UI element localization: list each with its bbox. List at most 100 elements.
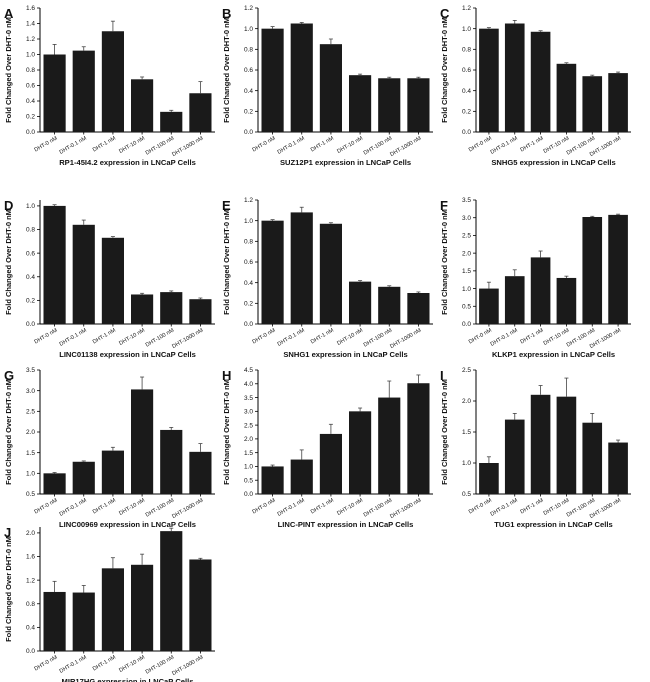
y-tick-label: 0.0 xyxy=(244,129,253,136)
x-tick-label: DHT-0.1 nM xyxy=(277,497,306,517)
bar xyxy=(101,450,124,494)
y-tick-label: 1.0 xyxy=(462,286,471,293)
x-tick-label: DHT-1 nM xyxy=(92,135,117,153)
y-tick-label: 0.8 xyxy=(26,67,35,74)
x-tick-label: DHT-1 nM xyxy=(310,135,335,153)
y-tick-label: 0.2 xyxy=(462,109,471,116)
y-tick-label: 3.0 xyxy=(244,409,253,416)
x-tick-label: DHT-0.1 nM xyxy=(59,497,88,517)
y-tick-label: 0.8 xyxy=(26,227,35,234)
y-tick-label: 1.0 xyxy=(244,464,253,471)
bar xyxy=(189,93,212,132)
chart-title: TUG1 expression in LNCaP Cells xyxy=(494,520,612,529)
y-tick-label: 0.4 xyxy=(244,280,253,287)
bar xyxy=(101,237,124,324)
y-tick-label: 1.5 xyxy=(26,450,35,457)
y-tick-label: 1.2 xyxy=(244,197,253,204)
x-tick-label: DHT-0 nM xyxy=(251,497,276,515)
x-tick-label: DHT-1 nM xyxy=(519,135,544,153)
y-tick-label: 0.4 xyxy=(462,88,471,95)
x-tick-label: DHT-1000 nM xyxy=(171,135,204,158)
bar xyxy=(349,281,372,324)
panel-letter: E xyxy=(222,198,231,213)
bar xyxy=(349,411,372,494)
bar xyxy=(582,422,603,494)
x-tick-label: DHT-10 nM xyxy=(336,135,364,155)
y-tick-label: 3.5 xyxy=(462,197,471,204)
bar xyxy=(407,293,430,324)
x-tick-label: DHT-0.1 nM xyxy=(59,135,88,155)
y-tick-label: 3.0 xyxy=(26,388,35,395)
y-tick-label: 1.5 xyxy=(462,268,471,275)
bar xyxy=(479,28,499,133)
bar xyxy=(319,223,342,324)
y-tick-label: 0.8 xyxy=(462,47,471,54)
bar xyxy=(290,459,313,494)
y-tick-label: 0.0 xyxy=(26,321,35,328)
bar xyxy=(72,50,95,132)
x-tick-label: DHT-0 nM xyxy=(33,654,58,672)
y-tick-label: 0.4 xyxy=(26,625,35,632)
y-tick-label: 1.0 xyxy=(26,52,35,59)
x-tick-label: DHT-0 nM xyxy=(33,497,58,515)
x-tick-label: DHT-1000 nM xyxy=(389,327,422,350)
y-tick-label: 1.5 xyxy=(244,450,253,457)
x-tick-label: DHT-0.1 nM xyxy=(277,135,306,155)
x-tick-label: DHT-0.1 nM xyxy=(277,327,306,347)
y-axis-label: Fold Changed Over DHT-0 nM xyxy=(222,209,231,315)
y-tick-label: 4.0 xyxy=(244,381,253,388)
bar xyxy=(131,389,154,494)
y-tick-label: 0.6 xyxy=(244,67,253,74)
bar xyxy=(556,63,577,132)
bar xyxy=(504,276,525,324)
bar xyxy=(582,217,603,324)
y-tick-label: 2.0 xyxy=(462,398,471,405)
bar xyxy=(479,463,499,494)
y-tick-label: 1.0 xyxy=(26,471,35,478)
y-tick-label: 2.5 xyxy=(26,409,35,416)
panel-letter: I xyxy=(440,368,444,383)
bar xyxy=(407,78,430,132)
panel-letter: C xyxy=(440,6,450,21)
bar xyxy=(189,559,212,651)
bar xyxy=(160,111,183,132)
bar xyxy=(72,461,95,494)
bar xyxy=(160,429,183,494)
y-tick-label: 1.2 xyxy=(26,36,35,43)
y-tick-label: 0.5 xyxy=(462,303,471,310)
bar xyxy=(556,396,577,494)
y-tick-label: 0.0 xyxy=(244,321,253,328)
x-tick-label: DHT-1 nM xyxy=(92,327,117,345)
bar xyxy=(189,299,212,324)
y-axis-label: Fold Changed Over DHT-0 nM xyxy=(4,536,13,642)
y-tick-label: 0.2 xyxy=(26,114,35,121)
y-tick-label: 1.0 xyxy=(26,203,35,210)
bar xyxy=(378,397,401,494)
chart-title: SNHG1 expression in LNCaP Cells xyxy=(283,350,407,359)
x-tick-label: DHT-0 nM xyxy=(33,327,58,345)
panel-letter: F xyxy=(440,198,448,213)
y-tick-label: 0.0 xyxy=(26,129,35,136)
y-tick-label: 3.5 xyxy=(26,367,35,374)
x-tick-label: DHT-1 nM xyxy=(310,327,335,345)
y-tick-label: 0.5 xyxy=(462,491,471,498)
y-tick-label: 2.5 xyxy=(462,233,471,240)
bar xyxy=(43,205,66,324)
bar xyxy=(261,28,284,133)
chart-title: LINC00969 expression in LNCaP Cells xyxy=(59,520,196,529)
y-tick-label: 3.5 xyxy=(244,395,253,402)
bar xyxy=(608,73,628,132)
bar xyxy=(504,419,525,494)
x-tick-label: DHT-0.1 nM xyxy=(59,327,88,347)
bar xyxy=(189,451,212,494)
bar xyxy=(72,592,95,651)
y-tick-label: 0.6 xyxy=(244,259,253,266)
bar xyxy=(261,220,284,324)
x-tick-label: DHT-0.1 nM xyxy=(59,654,88,674)
y-axis-label: Fold Changed Over DHT-0 nM xyxy=(4,17,13,123)
bar xyxy=(43,473,66,494)
x-tick-label: DHT-0.1 nM xyxy=(490,327,519,347)
